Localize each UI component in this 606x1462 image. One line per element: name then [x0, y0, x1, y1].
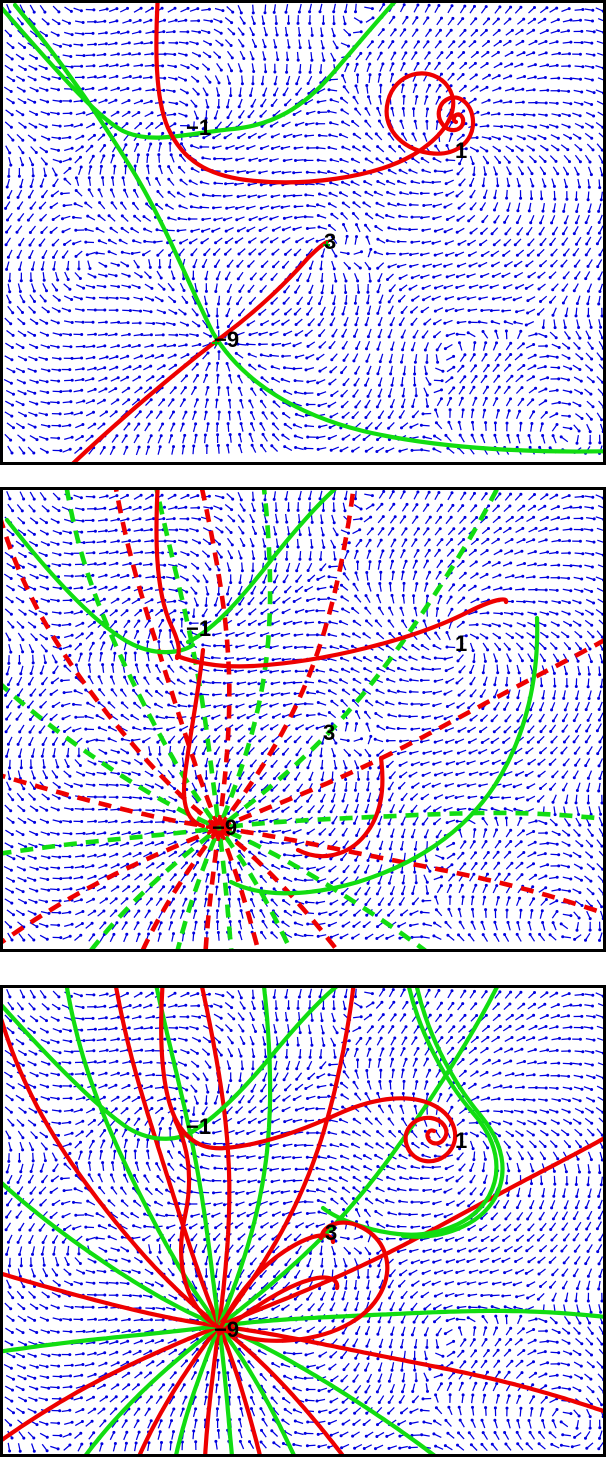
star-ray-red: [3, 825, 220, 944]
star-ray-red: [218, 638, 603, 831]
equilibrium-label-minus-one-middle: −1: [186, 616, 212, 641]
star-ray-red: [217, 826, 340, 949]
star-ray-green: [216, 988, 273, 1329]
plot-area-middle: −1 1 3 −9: [3, 490, 603, 949]
green-curve-upper-left: [4, 517, 196, 655]
star-ray-red: [3, 1018, 222, 1329]
star-ray-red: [3, 773, 220, 831]
star-ray-red: [200, 988, 232, 1329]
green-curve-right-outer-2: [400, 988, 505, 1239]
star-ray-red: [203, 1323, 222, 1454]
star-ray-red: [3, 519, 221, 830]
vector-field-svg-top: [3, 3, 603, 462]
phase-portrait-panel-top: −1 1 3 −9: [0, 0, 606, 465]
equilibrium-label-three-top: 3: [324, 229, 337, 254]
vector-field-svg-middle: [3, 490, 603, 949]
plot-area-top: −1 1 3 −9: [3, 3, 603, 462]
green-curve-right-arc: [228, 615, 540, 896]
green-curve-right-outer: [320, 988, 499, 1237]
vector-field-arrows: [3, 490, 603, 943]
star-ray-green: [217, 826, 293, 949]
equilibrium-label-minus-nine-middle: −9: [212, 815, 238, 840]
red-curve-outer-loop: [172, 1117, 390, 1343]
red-curve-spiral-inflow: [159, 988, 458, 1164]
star-ray-green: [217, 490, 499, 830]
star-ray-red: [140, 826, 221, 949]
star-ray-red: [216, 1323, 345, 1454]
marker-point-three-top: [323, 241, 330, 248]
equilibrium-label-minus-nine-top: −9: [214, 327, 240, 352]
star-ray-green: [216, 1323, 234, 1454]
star-ray-green: [3, 825, 220, 856]
equilibrium-label-one-bottom: 1: [455, 1128, 468, 1153]
green-curve-saddle-separatrix: [12, 3, 603, 454]
star-ray-red: [137, 1323, 222, 1454]
green-curve-upper-diagonal: [190, 988, 338, 1134]
star-ray-red: [3, 1271, 222, 1329]
star-ray-green: [3, 683, 220, 831]
trajectory-curves: [3, 3, 603, 462]
star-ray-green: [216, 1323, 296, 1454]
equilibrium-label-minus-one-top: −1: [186, 115, 212, 140]
red-curve-saddle-separatrix: [71, 239, 330, 462]
green-curve-upper-diagonal: [185, 490, 337, 645]
red-curve-spiral-inflow: [154, 490, 181, 661]
red-curve-right-inner: [295, 755, 385, 859]
star-ray-red: [218, 825, 603, 916]
equilibrium-label-one-middle: 1: [455, 631, 468, 656]
star-ray-green: [174, 1323, 222, 1454]
plot-area-bottom: −1 1 3 −9: [3, 988, 603, 1454]
star-ray-green: [216, 1308, 603, 1329]
trajectory-curves: [4, 490, 540, 896]
equilibrium-label-three-bottom: 3: [325, 1220, 338, 1245]
red-curve-inner-loop: [181, 647, 206, 829]
phase-portrait-panel-bottom: −1 1 3 −9: [0, 985, 606, 1457]
star-ray-red: [113, 490, 222, 829]
star-ray-red: [3, 1323, 222, 1442]
star-ray-red: [114, 988, 222, 1329]
trajectory-curves: [3, 988, 505, 1343]
red-curve-spiral-inflow: [154, 3, 476, 185]
red-curve-upper-sweep: [174, 597, 509, 669]
star-ray-red: [199, 490, 232, 829]
green-curve-upper-left: [3, 1003, 198, 1141]
equilibrium-label-one-top: 1: [455, 138, 468, 163]
star-ray-green: [3, 1181, 222, 1329]
star-ray-green: [216, 1323, 436, 1454]
equilibrium-label-minus-one-bottom: −1: [186, 1114, 212, 1139]
phase-portrait-panel-middle: −1 1 3 −9: [0, 487, 606, 952]
equilibrium-label-three-middle: 3: [323, 720, 336, 745]
star-node-rays-bottom: [3, 988, 603, 1454]
star-ray-green: [175, 827, 222, 949]
vector-field-svg-bottom: [3, 988, 603, 1454]
star-ray-red: [216, 827, 261, 949]
star-ray-red: [216, 1323, 603, 1414]
star-ray-green: [3, 1323, 222, 1354]
star-ray-green: [216, 490, 273, 829]
red-curve-inner-loop: [216, 1233, 336, 1335]
star-ray-green: [84, 1323, 222, 1454]
star-ray-red: [216, 1323, 262, 1454]
red-curve-inner-loop-2: [216, 1275, 340, 1337]
star-ray-green: [216, 988, 499, 1329]
star-node-rays-middle: [3, 490, 603, 949]
star-ray-green: [154, 490, 222, 829]
vector-field-arrows: [3, 3, 603, 456]
star-ray-green: [64, 490, 221, 830]
marker-point-minus-nine-top: [212, 339, 219, 346]
star-ray-green: [89, 826, 221, 949]
star-ray-red: [217, 490, 356, 830]
star-ray-green: [218, 810, 603, 831]
star-ray-red: [203, 827, 222, 949]
equilibrium-label-minus-nine-bottom: −9: [214, 1317, 240, 1342]
